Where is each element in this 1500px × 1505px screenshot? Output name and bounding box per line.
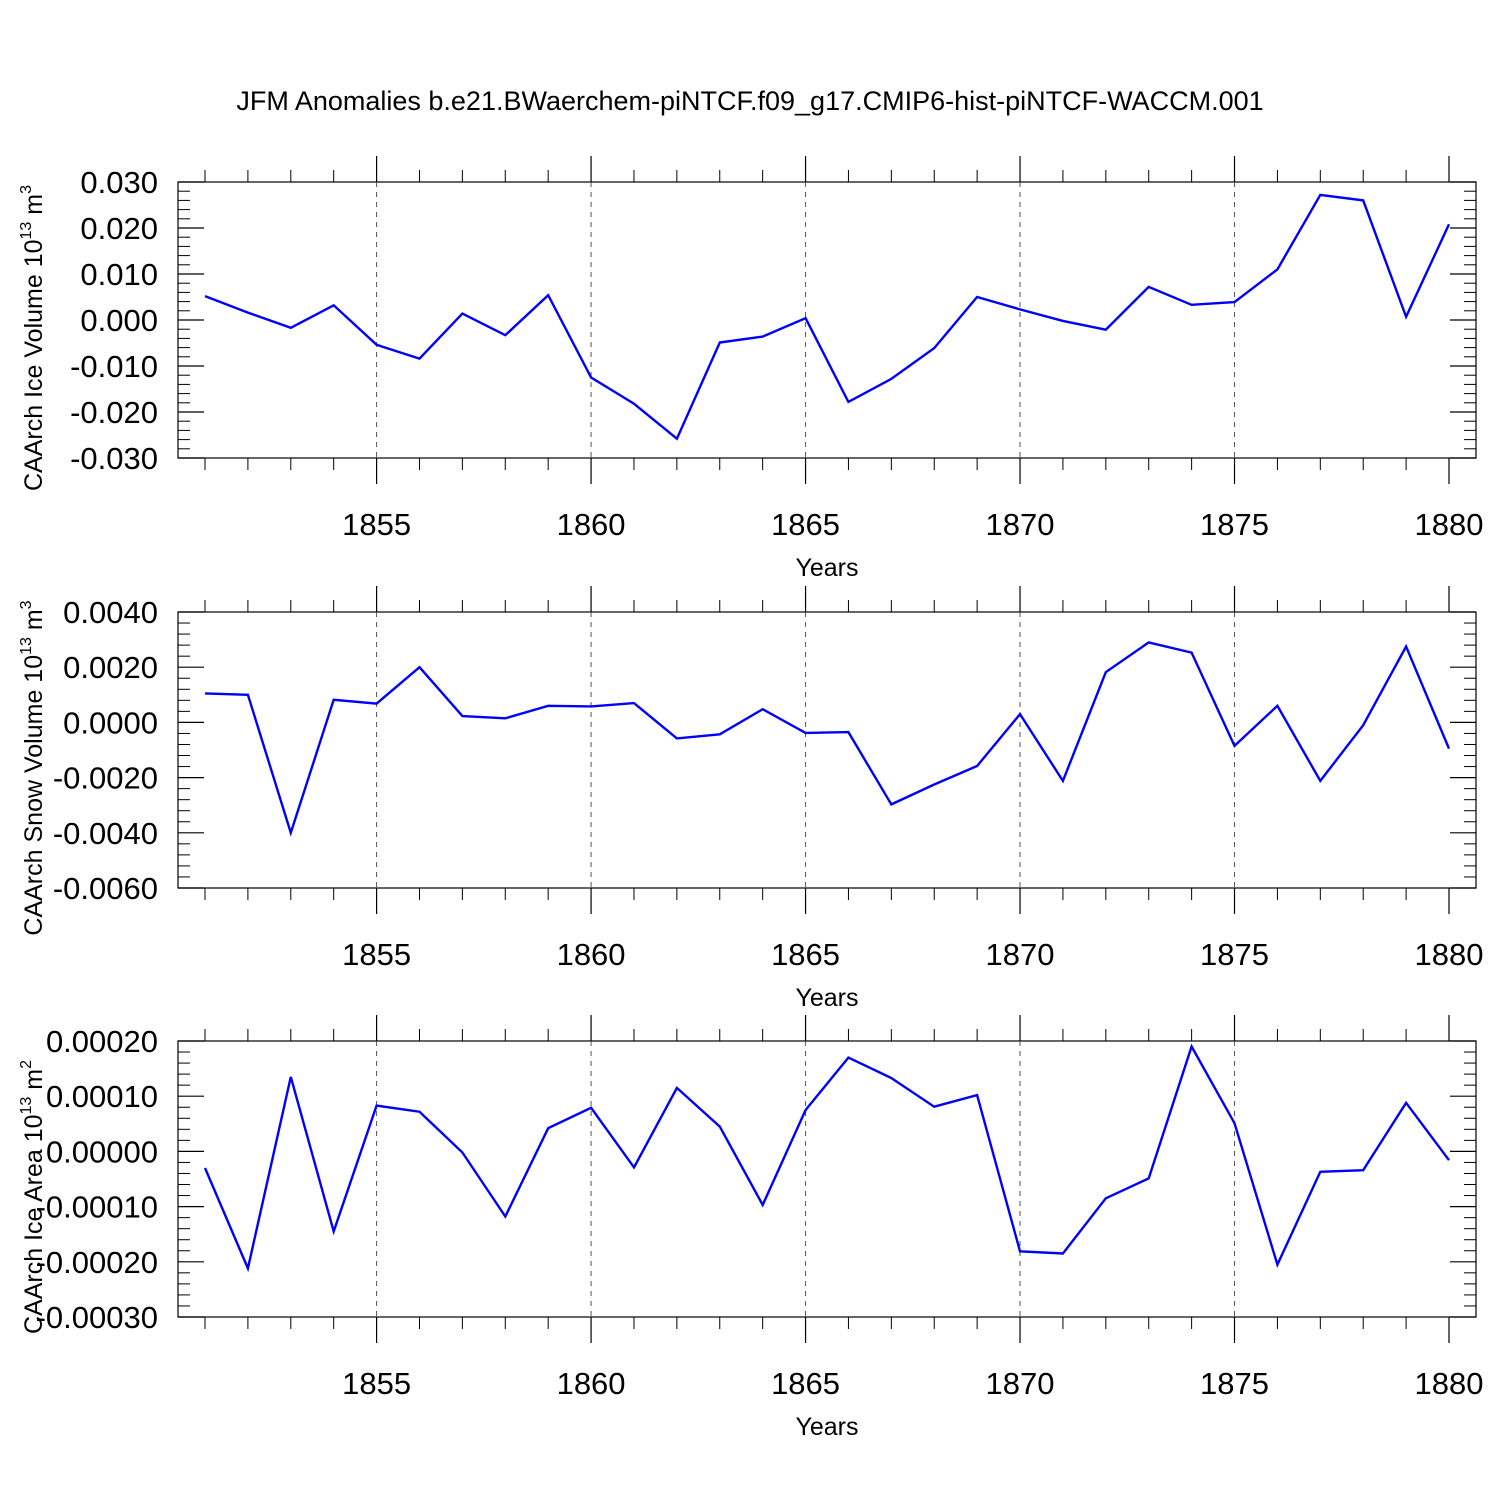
y-tick-label: 0.00020 [46,1024,158,1059]
y-tick-label: -0.00020 [36,1245,158,1280]
plot-frame [177,611,1477,889]
x-tick-label: 1865 [771,937,840,972]
x-tick-label: 1870 [986,507,1055,542]
x-tick-label: 1860 [557,507,626,542]
x-tick-label: 1880 [1415,1366,1484,1401]
y-tick-label: 0.0040 [63,595,158,630]
y-tick-label: 0.000 [80,303,158,338]
x-tick-label: 1875 [1200,1366,1269,1401]
y-axis-title: CAArch Ice Area 1013 m2 [18,1060,48,1334]
y-tick-label: 0.0020 [63,650,158,685]
y-tick-label: -0.0020 [53,761,158,796]
series-line [204,193,1451,441]
chart-panels: 0.030 0.020 0.010 0.000 -0.010 -0.020 -0.030 18… [18,156,1483,1441]
y-tick-label: -0.00010 [36,1190,158,1225]
x-axis-title: Years [795,554,858,582]
x-tick-label: 1870 [986,937,1055,972]
series-line [203,1043,1450,1273]
chart-panel-2: 0.0040 0.0020 0.0000 -0.0020 -0.0040 -0.0060 1… [18,586,1483,1012]
x-tick-label: 1865 [771,1366,840,1401]
x-tick-label: 1865 [771,507,840,542]
y-tick-label: -0.010 [70,349,158,384]
x-tick-label: 1855 [342,937,411,972]
y-axis-title: CAArch Ice Volume 1013 m3 [18,185,48,491]
x-tick-label: 1860 [557,937,626,972]
chart-panel-1: 0.030 0.020 0.010 0.000 -0.010 -0.020 -0.030 18… [18,156,1483,582]
x-axis-title: Years [795,1413,858,1441]
y-tick-label: 0.030 [80,165,158,200]
y-tick-label: 0.010 [80,257,158,292]
plot-frame [177,181,1477,459]
x-tick-label: 1880 [1415,507,1484,542]
x-tick-label: 1875 [1200,507,1269,542]
y-tick-label: 0.00000 [46,1134,158,1169]
plot-frame [177,1040,1477,1318]
series-line [204,641,1451,837]
y-tick-label: -0.020 [70,395,158,430]
y-tick-label: -0.0060 [53,871,158,906]
y-tick-label: -0.0040 [53,816,158,851]
x-tick-label: 1855 [342,1366,411,1401]
y-tick-label: 0.020 [80,211,158,246]
x-tick-label: 1870 [986,1366,1055,1401]
x-tick-label: 1880 [1415,937,1484,972]
x-axis-title: Years [795,984,858,1012]
chart-title: JFM Anomalies b.e21.BWaerchem-piNTCF.f09… [236,86,1263,116]
chart-panel-3: 0.00020 0.00010 0.00000 -0.00010 -0.00020 -0.… [18,1015,1483,1441]
y-tick-label: -0.00030 [36,1300,158,1335]
x-tick-label: 1875 [1200,937,1269,972]
y-tick-label: 0.00010 [46,1079,158,1114]
y-axis-title: CAArch Snow Volume 1013 m3 [18,600,48,935]
y-tick-label: -0.030 [70,441,158,476]
x-tick-label: 1855 [342,507,411,542]
y-tick-label: 0.0000 [63,705,158,740]
x-tick-label: 1860 [557,1366,626,1401]
